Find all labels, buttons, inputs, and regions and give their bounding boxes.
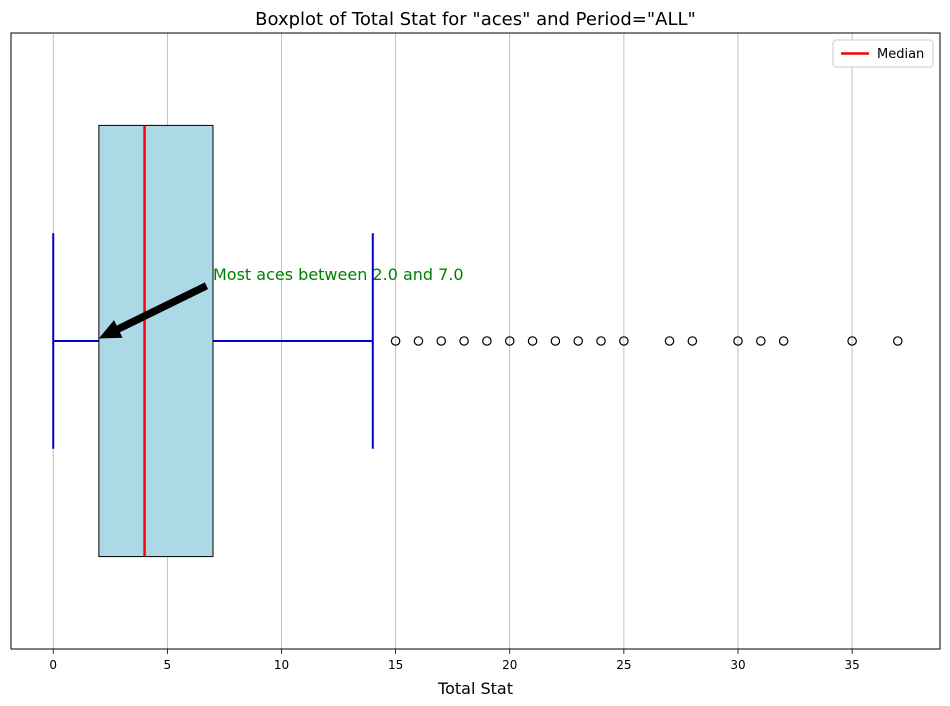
annotation-text: Most aces between 2.0 and 7.0 <box>213 265 464 284</box>
outlier-21 <box>527 336 538 346</box>
outlier-25 <box>619 336 629 346</box>
outliers <box>390 336 903 346</box>
outlier-28 <box>687 336 698 346</box>
outlier-22 <box>550 336 561 346</box>
outlier-31 <box>756 336 766 346</box>
x-tick-label-0: 0 <box>49 658 57 672</box>
outlier-15 <box>390 336 401 346</box>
outlier-18 <box>459 336 469 346</box>
legend-box <box>832 39 934 68</box>
legend: Median <box>832 39 934 68</box>
x-ticks: 0 5 10 15 20 25 30 35 <box>49 649 860 672</box>
outlier-24 <box>596 336 606 346</box>
outlier-19 <box>482 336 492 346</box>
outlier-30 <box>733 336 743 346</box>
outlier-20 <box>504 336 515 346</box>
outlier-35 <box>847 336 857 346</box>
plot-frame <box>10 32 941 650</box>
chart-title: Boxplot of Total Stat for "aces" and Per… <box>255 9 696 30</box>
x-tick-label-20: 20 <box>502 658 517 672</box>
x-tick-label-15: 15 <box>388 658 403 672</box>
x-tick-label-10: 10 <box>274 658 289 672</box>
outlier-32 <box>778 336 789 346</box>
outlier-27 <box>664 336 675 346</box>
x-tick-label-25: 25 <box>616 658 631 672</box>
annotation-arrow <box>98 282 209 339</box>
iqr-box <box>98 124 214 558</box>
outlier-16 <box>413 336 424 346</box>
legend-label-median: Median <box>877 47 924 62</box>
x-tick-label-35: 35 <box>844 658 859 672</box>
outlier-23 <box>573 336 584 346</box>
annotation: Most aces between 2.0 and 7.0 <box>98 265 464 339</box>
box-group <box>52 124 374 558</box>
x-tick-label-5: 5 <box>164 658 172 672</box>
outlier-37 <box>892 336 903 346</box>
x-tick-label-30: 30 <box>730 658 745 672</box>
x-axis-label: Total Stat <box>437 679 513 698</box>
outlier-17 <box>436 336 447 346</box>
